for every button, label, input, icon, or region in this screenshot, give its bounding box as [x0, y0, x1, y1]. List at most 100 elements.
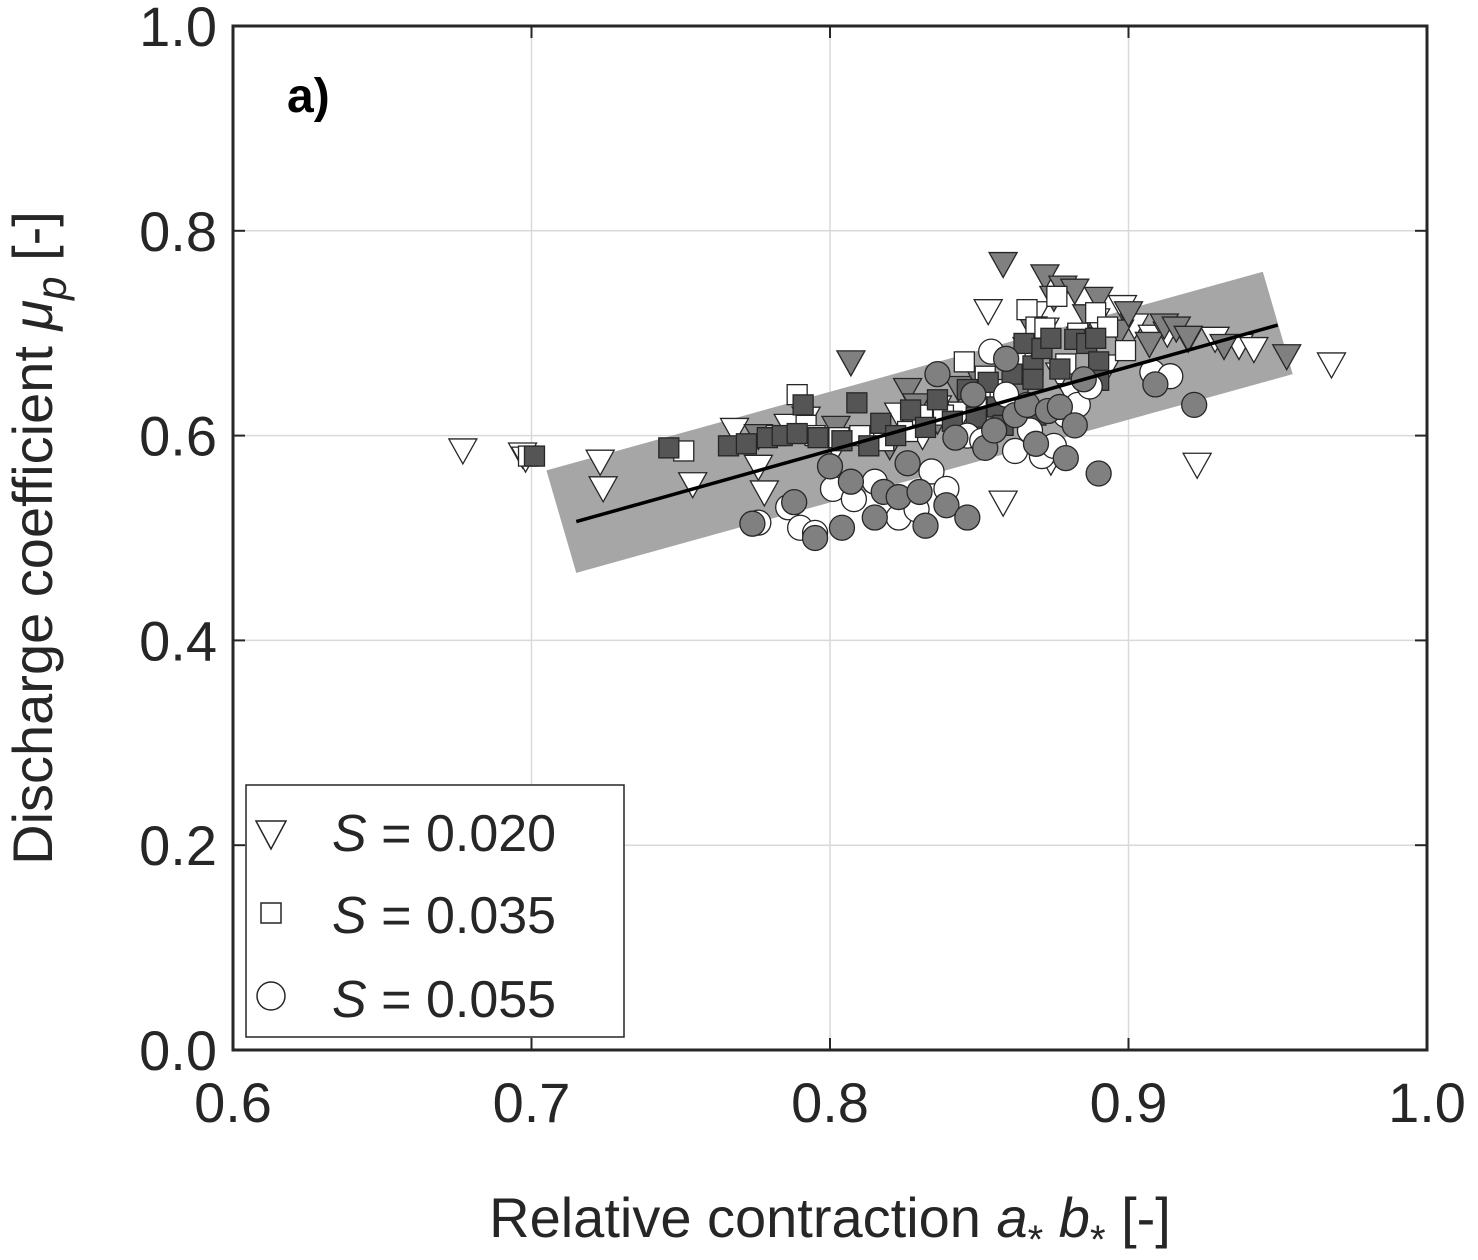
square-point — [1114, 339, 1137, 362]
fit-line-group — [575, 323, 1279, 524]
square-point — [786, 422, 808, 445]
circle-point — [992, 345, 1020, 372]
triangle-point — [1059, 278, 1090, 306]
triangle-point — [447, 438, 478, 466]
triangle-point — [988, 251, 1019, 279]
circle-point — [924, 361, 951, 388]
y-tick-label: 0.0 — [139, 1019, 217, 1082]
legend-var-3: S — [332, 971, 367, 1029]
triangle-point — [1113, 301, 1144, 329]
legend-value-2: = 0.035 — [367, 887, 556, 945]
circle-point — [933, 492, 960, 519]
circle-point — [828, 514, 856, 541]
legend-value-3: = 0.055 — [367, 971, 556, 1029]
circle-point — [954, 504, 981, 531]
x-tick-label: 0.7 — [493, 1071, 571, 1134]
triangle-point — [1083, 286, 1114, 314]
x-axis-unit: [-] — [1106, 1186, 1171, 1249]
legend-label-2: S = 0.035 — [332, 887, 556, 945]
square-point — [735, 433, 758, 455]
triangle-point — [1173, 325, 1204, 353]
triangle-point — [1182, 452, 1213, 480]
circle-point — [942, 424, 969, 451]
square-point — [899, 399, 922, 421]
circle-point — [894, 450, 921, 477]
axis-ticks — [232, 25, 1428, 1051]
circle-point — [739, 510, 766, 537]
triangle-point — [1271, 344, 1302, 372]
circle-point — [912, 512, 939, 539]
x-tick-label: 0.8 — [791, 1071, 869, 1134]
triangle-point — [835, 350, 867, 378]
circle-point — [1022, 430, 1050, 457]
legend-var-1: S — [332, 805, 367, 863]
square-point — [1046, 285, 1068, 307]
x-tick-label: 1.0 — [1388, 1071, 1466, 1134]
circle-point — [1085, 460, 1112, 487]
triangle-point — [1134, 331, 1165, 359]
legend-item-3: S = 0.055 — [256, 971, 556, 1029]
square-point — [807, 426, 829, 449]
legend-square-marker — [260, 902, 282, 924]
circle-point — [918, 458, 945, 485]
x-axis-title: Relative contraction a* b* [-] — [489, 1186, 1171, 1255]
legend-var-2: S — [332, 887, 367, 945]
triangle-point — [749, 480, 780, 508]
y-axis-var-mu: μ — [1, 300, 64, 333]
legend-box — [245, 784, 625, 1038]
y-tick-label: 0.6 — [139, 405, 217, 468]
legend-label-1: S = 0.020 — [332, 805, 556, 863]
x-axis-title-text: Relative contraction — [489, 1186, 996, 1249]
x-tick-label: 0.6 — [194, 1071, 272, 1134]
circle-point — [906, 478, 933, 506]
triangle-point — [719, 417, 750, 445]
circle-point — [1061, 412, 1088, 439]
circle-point — [1052, 444, 1079, 472]
square-point — [926, 389, 949, 411]
circle-point — [1142, 371, 1169, 398]
y-tick-label: 1.0 — [139, 0, 217, 58]
y-tick-label: 0.4 — [139, 609, 217, 672]
y-axis-title: Discharge coefficient μp [-] — [1, 211, 75, 865]
square-point — [1040, 327, 1062, 349]
y-axis-sub-p: p — [28, 276, 75, 301]
circle-point — [781, 489, 808, 516]
y-axis-unit: [-] — [1, 211, 64, 276]
circle-point — [861, 504, 888, 531]
legend-item-1: S = 0.020 — [254, 805, 556, 863]
legend-label-3: S = 0.055 — [332, 971, 556, 1029]
x-tick-label: 0.9 — [1090, 1071, 1168, 1134]
square-point — [523, 445, 546, 467]
x-axis-var-a: a — [997, 1186, 1028, 1249]
y-tick-label: 0.2 — [139, 814, 217, 877]
legend: S = 0.020 S = 0.035 S = 0.055 — [245, 784, 625, 1038]
circle-point — [801, 524, 829, 552]
legend-circle-marker — [256, 981, 286, 1011]
square-point — [717, 435, 740, 457]
square-point — [1013, 332, 1035, 355]
circle-point — [837, 468, 865, 495]
circle-point — [1181, 391, 1208, 419]
square-point — [792, 394, 814, 416]
square-point — [846, 392, 868, 414]
square-point — [1022, 368, 1044, 390]
circle-point — [1046, 393, 1073, 421]
square-point — [953, 351, 975, 373]
legend-item-2: S = 0.035 — [260, 887, 556, 945]
triangle-point — [892, 377, 923, 405]
triangle-point — [973, 299, 1004, 327]
x-axis-sub-b: * — [1090, 1218, 1106, 1255]
triangle-point — [1238, 336, 1269, 364]
x-axis-var-b: b — [1043, 1186, 1090, 1249]
legend-triangle-marker — [254, 820, 288, 851]
square-point — [1049, 358, 1071, 380]
y-axis-title-text: Discharge coefficient — [1, 331, 64, 865]
square-point — [658, 437, 680, 459]
triangle-point — [585, 449, 616, 477]
panel-label: a) — [287, 70, 330, 123]
circle-point — [981, 417, 1008, 444]
triangle-point — [988, 490, 1019, 518]
legend-value-1: = 0.020 — [367, 805, 556, 863]
